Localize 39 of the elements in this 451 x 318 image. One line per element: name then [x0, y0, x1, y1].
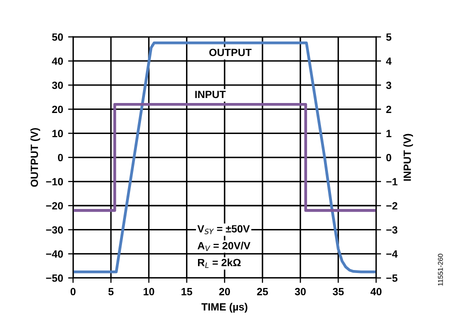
series-label: INPUT: [195, 90, 226, 98]
y-tick-label: −40: [46, 250, 63, 258]
x-axis-title: TIME (µs): [201, 302, 248, 313]
x-tick-label: 10: [144, 288, 154, 296]
x-tick-label: 5: [108, 288, 114, 296]
y-tick-label: −10: [46, 178, 63, 186]
y-axis-title: OUTPUT (V): [30, 128, 40, 187]
series-label: OUTPUT: [209, 48, 252, 56]
y2-axis-title: INPUT (V): [403, 134, 413, 181]
y-tick-label: −20: [46, 202, 63, 210]
y-tick-label: 50: [52, 33, 63, 41]
x-tick-label: 0: [70, 288, 76, 296]
y2-tick-label: −5: [386, 274, 398, 282]
x-tick-label: 25: [257, 288, 268, 296]
x-tick-label: 20: [219, 288, 230, 296]
x-tick-label: 15: [182, 288, 192, 296]
y-tick-label: 0: [58, 154, 63, 162]
y-tick-label: −30: [46, 226, 63, 234]
y2-tick-label: 2: [386, 106, 392, 113]
x-tick-label: 30: [294, 288, 306, 296]
y-tick-label: 40: [52, 57, 63, 65]
y-tick-label: 10: [52, 130, 63, 138]
y2-tick-label: 3: [386, 82, 392, 89]
y-tick-label: 20: [52, 106, 63, 114]
annotation: R$_{L}$ = 2kΩ: [198, 258, 241, 268]
y2-tick-label: −2: [386, 202, 398, 210]
y2-tick-label: −3: [386, 226, 398, 234]
y2-tick-label: −1: [386, 178, 398, 186]
y2-tick-label: 0: [386, 154, 392, 162]
annotation: V$_{SY}$ = ±50V: [197, 225, 250, 234]
x-tick-label: 40: [370, 288, 382, 296]
y2-tick-label: 5: [386, 33, 392, 41]
y2-tick-label: 4: [386, 58, 392, 65]
x-tick-label: 35: [332, 288, 344, 296]
y-tick-label: 30: [52, 82, 63, 89]
y2-tick-label: −4: [386, 250, 398, 258]
annotation: A$_{V}$ = 20V/V: [198, 242, 250, 251]
y-tick-label: −50: [46, 274, 63, 282]
y2-tick-label: 1: [386, 130, 392, 138]
